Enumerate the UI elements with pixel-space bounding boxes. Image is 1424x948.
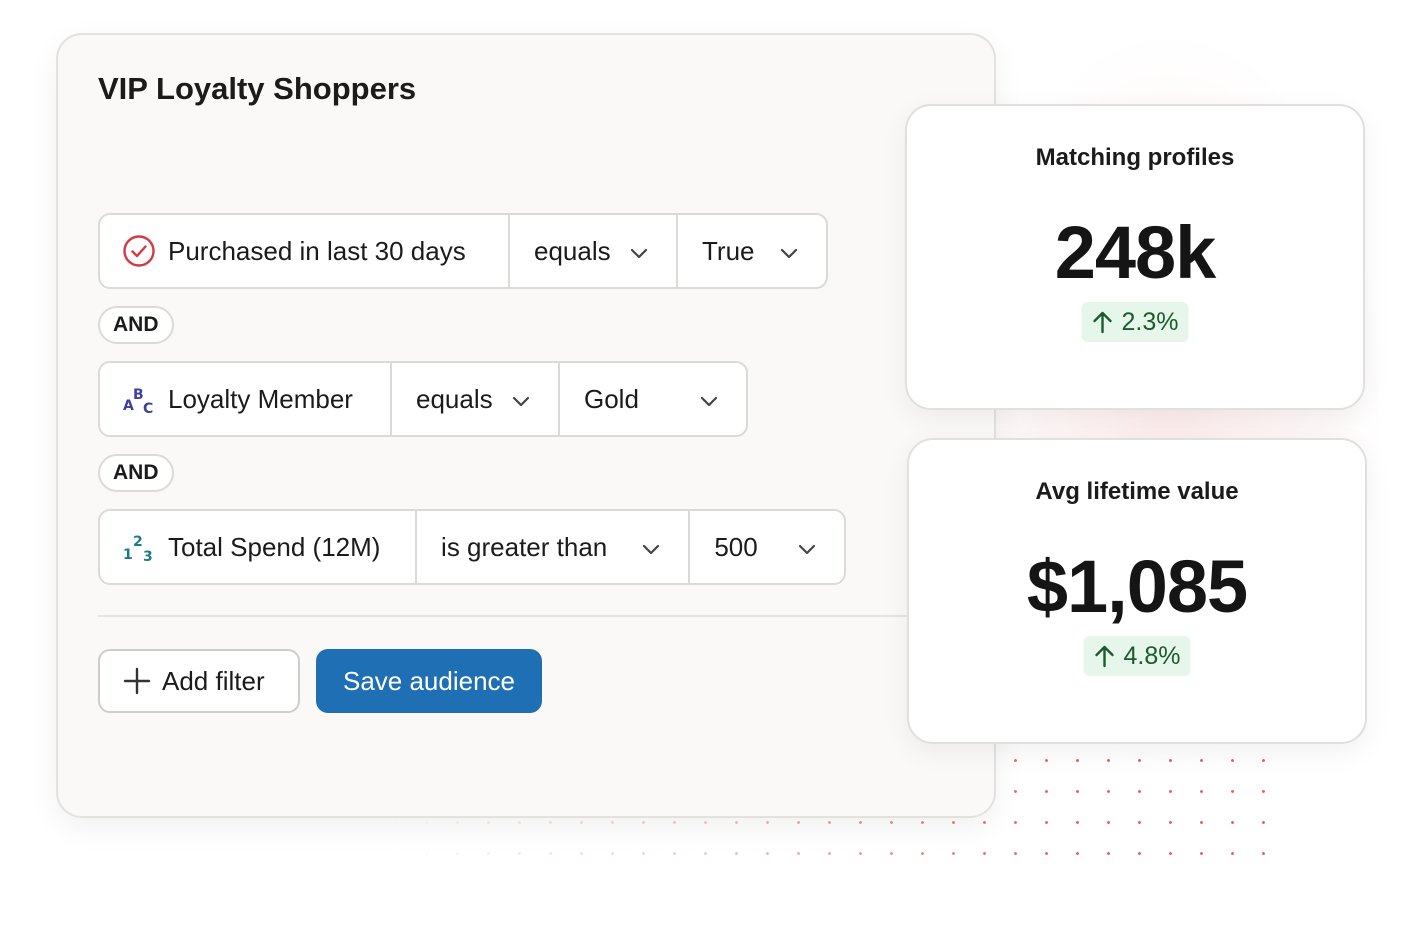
audience-title: VIP Loyalty Shoppers: [98, 71, 417, 106]
filter-field[interactable]: A B C Loyalty Member: [100, 363, 390, 435]
text-type-icon: A B C: [122, 382, 156, 416]
add-filter-button[interactable]: Add filter: [98, 649, 300, 713]
metric-title: Matching profiles: [1035, 144, 1235, 171]
chevron-down-icon: [798, 532, 816, 563]
svg-text:2: 2: [133, 534, 143, 550]
filter-field-label: Loyalty Member: [168, 383, 353, 414]
svg-text:1: 1: [123, 547, 133, 563]
audience-builder-panel: VIP Loyalty Shoppers Purchased in last 3…: [56, 33, 996, 818]
and-connector[interactable]: AND: [98, 306, 174, 344]
filter-value-label: Gold: [584, 383, 639, 414]
metric-value: 248k: [1054, 211, 1217, 294]
metric-card-matching-profiles: Matching profiles 248k 2.3%: [905, 104, 1365, 410]
chevron-down-icon: [512, 384, 530, 415]
chevron-down-icon: [630, 236, 648, 267]
filter-operator-label: equals: [534, 235, 611, 266]
filter-value-dropdown[interactable]: True: [676, 215, 826, 287]
metric-title: Avg lifetime value: [1035, 478, 1239, 505]
chevron-down-icon: [700, 384, 718, 415]
and-connector[interactable]: AND: [98, 454, 174, 492]
divider: [98, 615, 910, 617]
svg-text:C: C: [143, 401, 153, 416]
filter-row: Purchased in last 30 days equals True: [98, 213, 828, 289]
filter-value-label: 500: [714, 531, 758, 562]
filter-operator-dropdown[interactable]: equals: [508, 215, 676, 287]
filter-value-label: True: [702, 235, 755, 266]
filter-field[interactable]: Purchased in last 30 days: [100, 215, 508, 287]
filter-operator-dropdown[interactable]: is greater than: [415, 511, 688, 583]
filter-field-label: Total Spend (12M): [168, 531, 381, 562]
save-audience-button[interactable]: Save audience: [316, 649, 542, 713]
svg-text:B: B: [133, 387, 144, 403]
chevron-down-icon: [642, 532, 660, 563]
filter-value-dropdown[interactable]: Gold: [558, 363, 746, 435]
metric-delta-value: 4.8%: [1123, 641, 1181, 670]
arrow-up-icon: [1092, 310, 1114, 334]
svg-text:A: A: [123, 398, 134, 414]
metric-delta-badge: 2.3%: [1081, 302, 1189, 342]
filter-field-label: Purchased in last 30 days: [168, 235, 466, 266]
filter-value-dropdown[interactable]: 500: [688, 511, 844, 583]
arrow-up-icon: [1094, 644, 1116, 668]
plus-icon: [122, 666, 152, 696]
chevron-down-icon: [780, 236, 798, 267]
filter-field[interactable]: 1 2 3 Total Spend (12M): [100, 511, 415, 583]
filter-row: 1 2 3 Total Spend (12M) is greater than …: [98, 509, 846, 585]
filter-operator-label: is greater than: [441, 531, 608, 562]
filter-operator-label: equals: [416, 383, 493, 414]
metric-delta-value: 2.3%: [1121, 307, 1179, 336]
add-filter-label: Add filter: [162, 665, 265, 696]
check-circle-icon: [122, 234, 156, 268]
metric-card-avg-lifetime-value: Avg lifetime value $1,085 4.8%: [907, 438, 1367, 744]
metric-delta-badge: 4.8%: [1083, 636, 1191, 676]
filter-operator-dropdown[interactable]: equals: [390, 363, 558, 435]
metric-value: $1,085: [1026, 545, 1248, 628]
number-type-icon: 1 2 3: [122, 530, 156, 564]
filter-row: A B C Loyalty Member equals Gold: [98, 361, 748, 437]
svg-text:3: 3: [143, 549, 153, 564]
